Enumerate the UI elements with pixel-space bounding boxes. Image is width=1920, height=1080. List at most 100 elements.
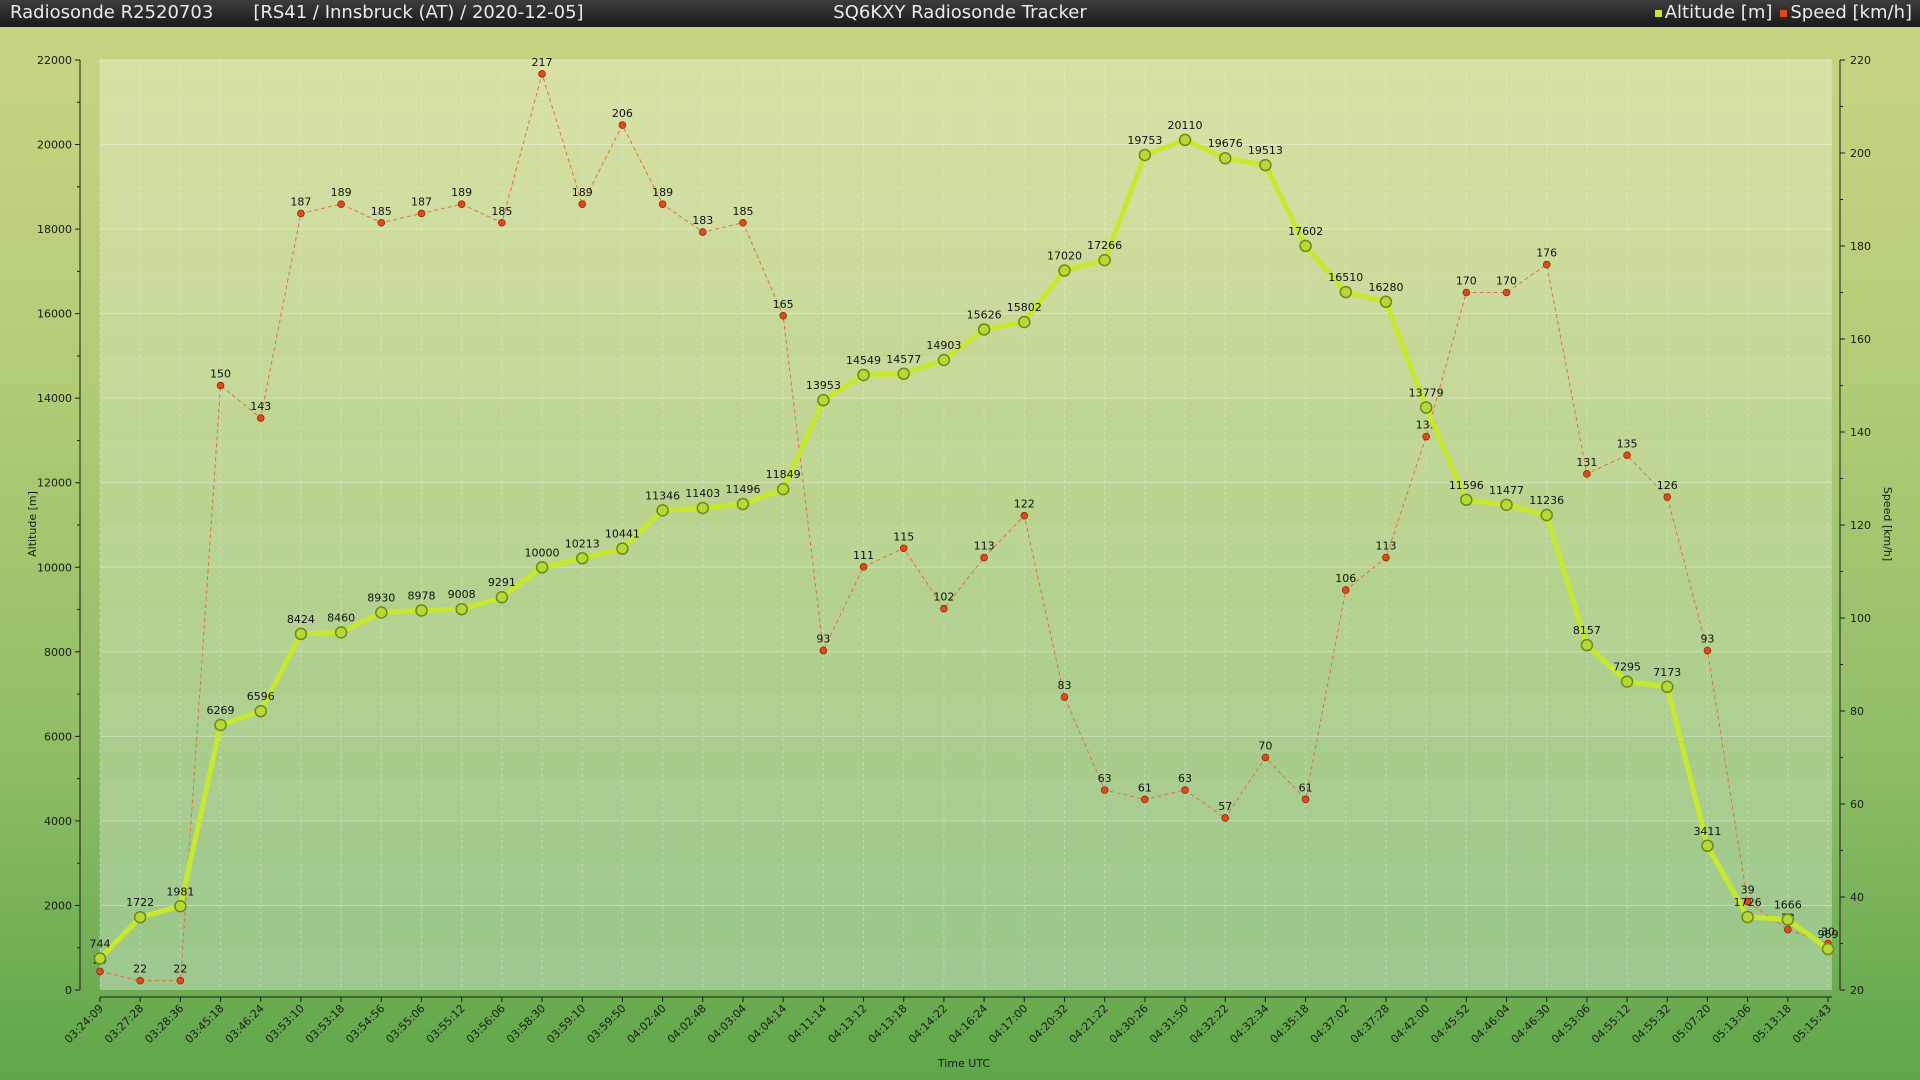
speed-point[interactable] [1422, 432, 1430, 441]
altitude-point[interactable] [1178, 133, 1192, 147]
speed-point[interactable] [1703, 646, 1712, 655]
altitude-point[interactable] [455, 602, 468, 616]
speed-point[interactable] [1261, 753, 1270, 762]
altitude-point[interactable] [1661, 680, 1674, 694]
speed-point[interactable] [658, 200, 667, 208]
speed-point[interactable] [1181, 786, 1189, 794]
speed-point[interactable] [1663, 493, 1672, 501]
altitude-data-label: 744 [90, 938, 111, 951]
altitude-point[interactable] [1018, 315, 1031, 329]
legend-item-altitude[interactable]: Altitude [m] [1654, 0, 1772, 26]
y-axis-title: Altitude [m] [26, 491, 39, 557]
speed-point[interactable] [578, 200, 587, 208]
altitude-point[interactable] [736, 497, 750, 511]
altitude-point[interactable] [174, 900, 187, 913]
altitude-point[interactable] [1500, 498, 1513, 512]
altitude-point[interactable] [817, 393, 830, 407]
speed-point[interactable] [1462, 288, 1471, 297]
speed-point[interactable] [1100, 786, 1109, 794]
altitude-point[interactable] [696, 501, 710, 515]
speed-point[interactable] [417, 209, 426, 218]
altitude-swatch-icon [1654, 9, 1662, 17]
altitude-point[interactable] [1138, 148, 1152, 162]
speed-point[interactable] [1583, 470, 1591, 478]
altitude-point[interactable] [656, 504, 669, 517]
altitude-point[interactable] [857, 368, 870, 382]
speed-point[interactable] [819, 646, 828, 655]
altitude-point[interactable] [1620, 675, 1634, 688]
altitude-point[interactable] [294, 627, 308, 641]
altitude-point[interactable] [375, 606, 388, 619]
altitude-point[interactable] [1741, 910, 1754, 924]
plot-band [100, 102, 1832, 145]
speed-point[interactable] [256, 414, 265, 422]
altitude-point[interactable] [1540, 508, 1553, 522]
altitude-point[interactable] [1580, 638, 1594, 652]
speed-point[interactable] [297, 209, 305, 218]
altitude-point[interactable] [575, 552, 589, 565]
speed-point[interactable] [739, 218, 747, 227]
speed-point[interactable] [337, 200, 345, 208]
x-tick-label: 05:13:18 [1750, 1002, 1794, 1046]
speed-data-label: 217 [532, 56, 553, 69]
altitude-point[interactable] [1098, 253, 1111, 267]
speed-point[interactable] [538, 70, 546, 78]
speed-point[interactable] [216, 381, 225, 390]
plot-band [100, 863, 1832, 906]
speed-point[interactable] [1341, 586, 1350, 594]
speed-point[interactable] [1623, 451, 1631, 460]
altitude-point[interactable] [1460, 493, 1473, 507]
speed-point[interactable] [1784, 925, 1792, 934]
speed-point[interactable] [940, 604, 948, 613]
altitude-data-label: 11236 [1529, 494, 1564, 507]
altitude-point[interactable] [977, 323, 991, 336]
altitude-point[interactable] [1259, 158, 1272, 172]
speed-point[interactable] [1221, 814, 1230, 822]
speed-point[interactable] [1141, 795, 1149, 804]
altitude-point[interactable] [415, 604, 428, 617]
altitude-point[interactable] [1821, 942, 1835, 956]
altitude-point[interactable] [495, 590, 509, 604]
speed-point[interactable] [859, 563, 868, 571]
altitude-point[interactable] [254, 704, 267, 718]
speed-point[interactable] [377, 218, 386, 227]
altitude-point[interactable] [93, 952, 107, 965]
altitude-point[interactable] [1379, 295, 1393, 309]
speed-point[interactable] [779, 311, 787, 320]
speed-point[interactable] [1060, 693, 1069, 701]
speed-point[interactable] [618, 121, 627, 129]
altitude-point[interactable] [1339, 285, 1353, 299]
speed-point[interactable] [176, 976, 185, 985]
altitude-point[interactable] [1419, 401, 1433, 414]
speed-point[interactable] [698, 228, 707, 236]
legend-item-speed[interactable]: Speed [km/h] [1780, 0, 1912, 26]
speed-point[interactable] [136, 976, 144, 985]
altitude-point[interactable] [776, 482, 790, 496]
altitude-point[interactable] [535, 561, 549, 574]
speed-point[interactable] [980, 553, 988, 562]
speed-point[interactable] [1020, 511, 1029, 520]
altitude-point[interactable] [133, 910, 147, 924]
altitude-point[interactable] [616, 542, 629, 555]
speed-point[interactable] [1743, 897, 1752, 906]
speed-point[interactable] [457, 200, 466, 208]
speed-point[interactable] [1542, 260, 1551, 269]
altitude-point[interactable] [1701, 839, 1714, 853]
altitude-data-label: 17266 [1087, 239, 1122, 252]
altitude-point[interactable] [214, 718, 227, 732]
speed-point[interactable] [498, 218, 506, 227]
altitude-point[interactable] [937, 353, 951, 367]
speed-point[interactable] [899, 544, 908, 553]
altitude-point[interactable] [1781, 913, 1795, 926]
altitude-point[interactable] [1058, 264, 1071, 277]
altitude-point[interactable] [334, 626, 348, 639]
speed-point[interactable] [1301, 795, 1310, 804]
speed-point[interactable] [96, 967, 104, 976]
altitude-point[interactable] [1299, 239, 1312, 253]
speed-point[interactable] [1382, 553, 1390, 562]
x-tick-label: 05:15:43 [1790, 1002, 1834, 1046]
speed-point[interactable] [1502, 288, 1511, 297]
altitude-point[interactable] [897, 367, 910, 381]
altitude-data-label: 3411 [1693, 825, 1721, 838]
altitude-point[interactable] [1218, 151, 1232, 165]
